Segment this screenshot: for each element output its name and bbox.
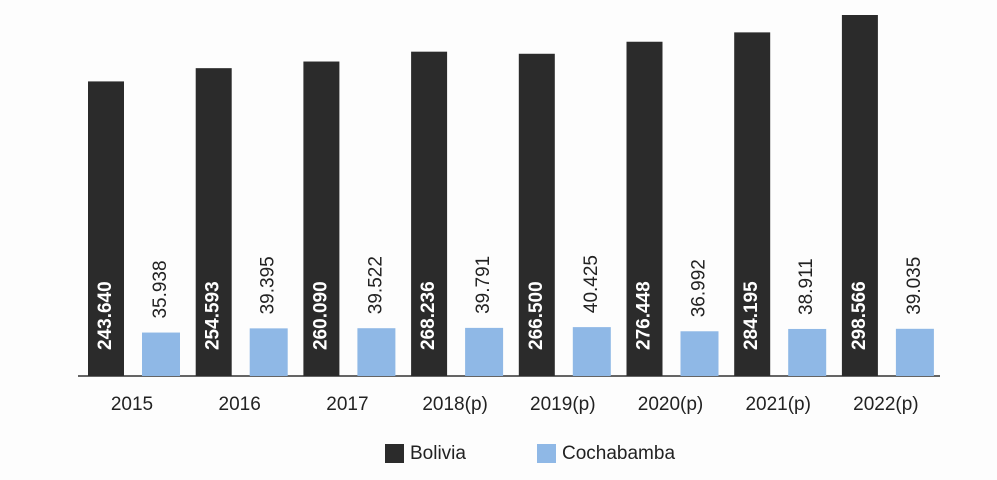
bar [788,328,827,376]
value-label: 39.395 [258,256,279,314]
x-tick-label: 2020(p) [638,394,704,415]
bar [626,41,663,376]
legend-label: Cochabamba [562,443,675,464]
value-label: 35.938 [150,260,171,318]
value-label: 254.593 [203,281,224,350]
value-label: 284.195 [741,281,762,350]
bar [195,68,232,376]
value-label: 260.090 [310,281,331,350]
value-label: 40.425 [581,255,602,313]
value-label: 276.448 [634,281,655,350]
value-label: 36.992 [689,259,710,317]
bar [411,51,448,376]
bar [841,15,878,376]
bar [303,61,340,377]
value-label: 298.566 [849,281,870,350]
x-tick-label: 2016 [219,394,261,415]
value-label: 268.236 [418,281,439,350]
bar [572,327,611,376]
bar [142,332,180,376]
value-label: 39.791 [473,256,494,314]
value-label: 39.522 [365,256,386,314]
bar [895,328,934,376]
x-tick-label: 2017 [326,394,368,415]
legend-swatch [537,444,556,463]
bar [357,328,396,376]
bar [88,81,124,376]
x-tick-label: 2022(p) [853,394,919,415]
legend-swatch [385,444,404,463]
value-label: 38.911 [796,258,817,315]
x-tick-label: 2019(p) [530,394,596,415]
legend-label: Bolivia [410,443,466,464]
value-label: 266.500 [526,281,547,350]
bar [680,331,719,376]
bar [465,327,504,376]
value-label: 39.035 [904,257,925,315]
bar [734,32,771,376]
bar [518,53,555,376]
x-tick-label: 2015 [111,394,153,415]
bar [249,328,288,376]
value-label: 243.640 [95,281,116,350]
x-tick-label: 2021(p) [745,394,811,415]
x-tick-label: 2018(p) [422,394,488,415]
